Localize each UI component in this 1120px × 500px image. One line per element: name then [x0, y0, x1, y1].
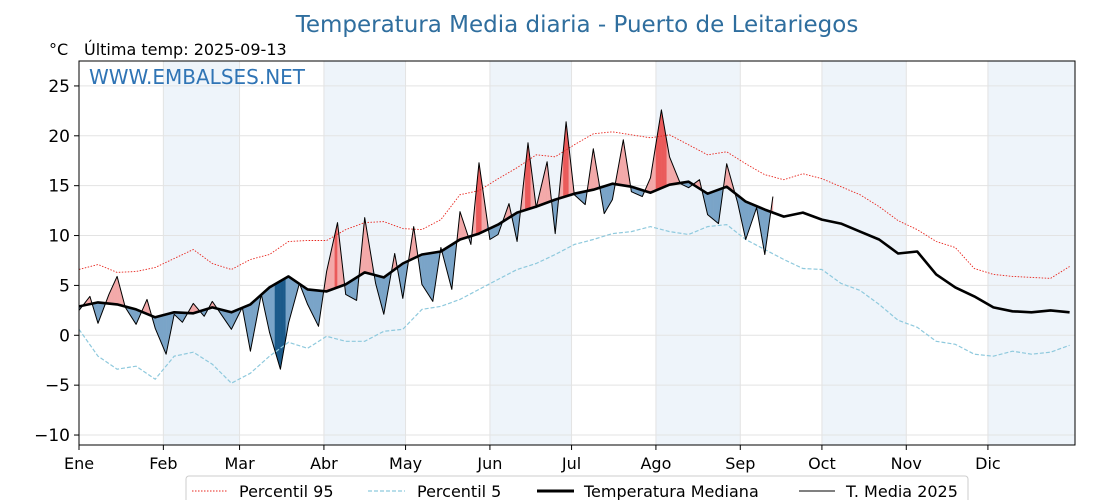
anomaly-fill-segment	[712, 190, 716, 222]
legend-label-p5: Percentil 5	[417, 482, 501, 500]
legend-label-median: Temperatura Mediana	[583, 482, 759, 500]
month-bands	[163, 61, 1075, 445]
x-tick-label: Abr	[310, 454, 338, 473]
anomaly-fill-segment	[427, 252, 431, 298]
series-line-p95	[79, 131, 1070, 279]
x-tick-label: Jul	[561, 454, 581, 473]
y-tick-label: 5	[59, 276, 70, 296]
anomaly-fill-segment	[710, 191, 714, 220]
anomaly-fill-segment	[715, 189, 719, 225]
anomaly-fill-segment	[353, 277, 357, 301]
anomaly-fill-segment	[277, 280, 281, 370]
last-temp-label: Última temp: 2025-09-13	[84, 40, 287, 59]
anomaly-fill-segment	[272, 283, 276, 351]
y-axis: −10 −5 0 5 10 15 20 25	[34, 77, 79, 446]
legend: Percentil 95 Percentil 5 Temperatura Med…	[185, 475, 969, 500]
x-tick-label: Dic	[975, 454, 1001, 473]
x-tick-label: Mar	[224, 454, 255, 473]
month-band	[655, 61, 741, 445]
series-line-p5	[79, 223, 1070, 384]
watermark: WWW.EMBALSES.NET	[89, 65, 306, 89]
unit-label: °C	[49, 40, 68, 59]
x-tick-label: Ene	[64, 454, 94, 473]
anomaly-fill-segment	[274, 282, 278, 361]
y-tick-label: 15	[48, 177, 70, 197]
anomaly-fill-segment	[707, 192, 711, 218]
series-lines	[79, 109, 1070, 384]
series-line-2025	[79, 109, 774, 370]
x-tick-label: Ago	[640, 454, 671, 473]
x-tick-label: Feb	[149, 454, 177, 473]
x-tick-label: May	[389, 454, 422, 473]
y-tick-label: 25	[48, 77, 70, 97]
y-tick-label: 0	[59, 326, 70, 346]
x-tick-label: Jun	[476, 454, 502, 473]
chart-title: Temperatura Media diaria - Puerto de Lei…	[295, 12, 859, 38]
anomaly-fill-segment	[421, 253, 425, 290]
y-tick-label: 10	[48, 227, 70, 247]
legend-label-p95: Percentil 95	[239, 482, 334, 500]
month-band	[163, 61, 240, 445]
y-tick-label: −10	[34, 426, 70, 446]
anomaly-fill-segment	[429, 252, 433, 303]
month-band	[821, 61, 907, 445]
month-band	[987, 61, 1075, 445]
x-tick-label: Sep	[725, 454, 755, 473]
x-axis: Ene Feb Mar Abr May Jun Jul Ago Sep Oct Nov Dic	[64, 445, 1001, 473]
legend-box	[185, 475, 969, 500]
legend-label-2025: T. Media 2025	[845, 482, 958, 500]
y-tick-label: −5	[45, 376, 70, 396]
y-tick-label: 20	[48, 127, 70, 147]
plot-frame	[78, 60, 1076, 446]
x-tick-label: Nov	[891, 454, 922, 473]
anomaly-fill-segment	[424, 253, 428, 294]
x-tick-label: Oct	[808, 454, 836, 473]
